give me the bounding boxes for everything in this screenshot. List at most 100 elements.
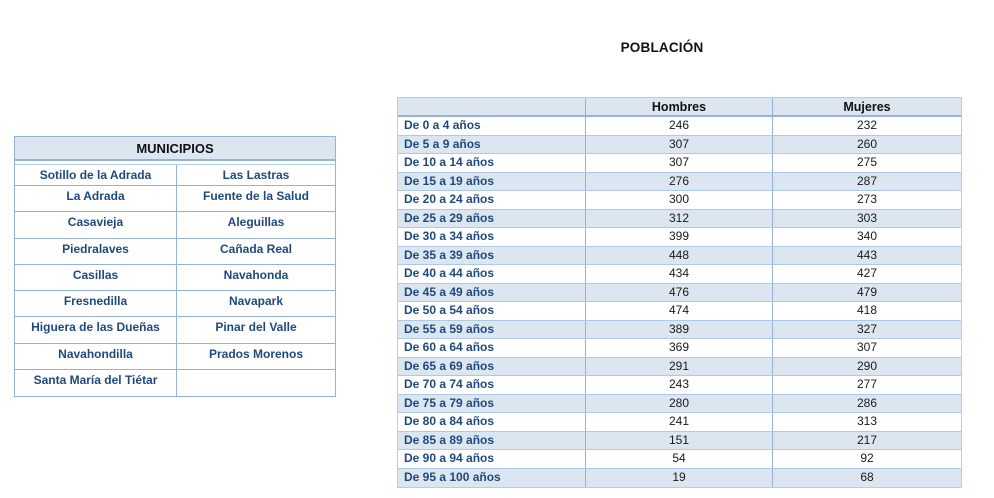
poblacion-row: De 50 a 54 años 474 418 <box>398 302 961 321</box>
mujeres-value-cell[interactable]: 427 <box>856 266 878 280</box>
hombres-value-cell[interactable]: 434 <box>586 265 773 283</box>
poblacion-table-body: De 0 a 4 años 246 232 De 5 a 9 años 307 260 De… <box>398 117 961 487</box>
age-group-cell[interactable]: De 20 a 24 años <box>398 191 586 209</box>
age-group-cell[interactable]: De 50 a 54 años <box>398 302 586 320</box>
age-group-cell[interactable]: De 0 a 4 años <box>398 117 586 135</box>
municipio-cell[interactable]: Casavieja <box>15 212 177 238</box>
hombres-value-cell[interactable]: 476 <box>586 283 773 301</box>
mujeres-value-cell[interactable]: 303 <box>856 210 878 225</box>
municipio-cell-empty[interactable] <box>177 370 335 396</box>
age-group-cell[interactable]: De 95 a 100 años <box>398 468 586 487</box>
mujeres-value-cell[interactable]: 418 <box>856 303 878 317</box>
age-group-cell[interactable]: De 55 a 59 años <box>398 320 586 338</box>
municipio-cell[interactable]: Navapark <box>228 294 284 308</box>
municipio-cell[interactable]: Las Lastras <box>222 168 290 182</box>
municipio-cell[interactable]: Casillas <box>15 264 177 290</box>
column-header-hombres[interactable]: Hombres <box>586 98 773 115</box>
municipio-cell[interactable]: Prados Morenos <box>208 346 304 361</box>
poblacion-row: De 45 a 49 años 476 479 <box>398 283 961 302</box>
hombres-value-cell[interactable]: 243 <box>586 376 773 394</box>
hombres-value-cell[interactable]: 19 <box>586 468 773 487</box>
mujeres-value-cell[interactable]: 327 <box>856 321 878 336</box>
poblacion-title: POBLACIÓN <box>620 40 704 55</box>
municipio-cell[interactable]: Aleguillas <box>227 215 285 230</box>
age-group-cell[interactable]: De 5 a 9 años <box>398 135 586 153</box>
municipio-row: Higuera de las Dueñas Pinar del Valle <box>15 317 335 344</box>
poblacion-row: De 70 a 74 años 243 277 <box>398 376 961 395</box>
mujeres-value-cell[interactable]: 290 <box>856 358 878 373</box>
age-group-cell[interactable]: De 30 a 34 años <box>398 228 586 246</box>
hombres-value-cell[interactable]: 389 <box>586 320 773 338</box>
hombres-value-cell[interactable]: 307 <box>586 135 773 153</box>
column-header-empty[interactable] <box>398 98 586 115</box>
mujeres-value-cell[interactable]: 340 <box>856 229 878 243</box>
age-group-cell[interactable]: De 85 a 89 años <box>398 431 586 449</box>
hombres-value-cell[interactable]: 291 <box>586 357 773 375</box>
municipio-cell[interactable]: Higuera de las Dueñas <box>15 317 177 343</box>
municipio-row: Piedralaves Cañada Real <box>15 238 335 265</box>
mujeres-value-cell[interactable]: 275 <box>856 155 878 169</box>
hombres-value-cell[interactable]: 369 <box>586 339 773 357</box>
poblacion-row: De 5 a 9 años 307 260 <box>398 135 961 154</box>
hombres-value-cell[interactable]: 448 <box>586 246 773 264</box>
age-group-cell[interactable]: De 70 a 74 años <box>398 376 586 394</box>
age-group-cell[interactable]: De 40 a 44 años <box>398 265 586 283</box>
municipio-cell[interactable]: Sotillo de la Adrada <box>15 165 177 185</box>
mujeres-value-cell[interactable]: 479 <box>856 284 878 299</box>
municipio-row: Casavieja Aleguillas <box>15 212 335 239</box>
hombres-value-cell[interactable]: 399 <box>586 228 773 246</box>
column-header-mujeres[interactable]: Mujeres <box>843 100 891 114</box>
poblacion-table-header-row: Hombres Mujeres <box>398 98 961 117</box>
hombres-value-cell[interactable]: 151 <box>586 431 773 449</box>
age-group-cell[interactable]: De 10 a 14 años <box>398 154 586 172</box>
hombres-value-cell[interactable]: 300 <box>586 191 773 209</box>
municipio-cell[interactable]: Navahondilla <box>15 343 177 369</box>
mujeres-value-cell[interactable]: 68 <box>860 469 874 484</box>
hombres-value-cell[interactable]: 276 <box>586 172 773 190</box>
mujeres-value-cell[interactable]: 287 <box>856 173 878 188</box>
age-group-cell[interactable]: De 60 a 64 años <box>398 339 586 357</box>
hombres-value-cell[interactable]: 312 <box>586 209 773 227</box>
municipio-cell[interactable]: Fresnedilla <box>15 291 177 317</box>
mujeres-value-cell[interactable]: 277 <box>856 377 878 391</box>
age-group-cell[interactable]: De 65 a 69 años <box>398 357 586 375</box>
age-group-cell[interactable]: De 90 a 94 años <box>398 450 586 468</box>
municipio-cell[interactable]: Pinar del Valle <box>215 320 297 335</box>
mujeres-value-cell[interactable]: 443 <box>856 247 878 262</box>
poblacion-row: De 75 a 79 años 280 286 <box>398 394 961 413</box>
hombres-value-cell[interactable]: 54 <box>586 450 773 468</box>
municipio-cell[interactable]: Fuente de la Salud <box>202 189 310 203</box>
mujeres-value-cell[interactable]: 286 <box>856 395 878 410</box>
municipio-cell[interactable]: Piedralaves <box>15 238 177 264</box>
poblacion-row: De 25 a 29 años 312 303 <box>398 209 961 228</box>
hombres-value-cell[interactable]: 280 <box>586 394 773 412</box>
mujeres-value-cell[interactable]: 307 <box>856 340 878 354</box>
municipio-cell[interactable]: Navahonda <box>223 267 289 282</box>
municipio-cell[interactable]: Santa María del Tiétar <box>15 369 177 396</box>
hombres-value-cell[interactable]: 474 <box>586 302 773 320</box>
age-group-cell[interactable]: De 35 a 39 años <box>398 246 586 264</box>
hombres-value-cell[interactable]: 246 <box>586 117 773 135</box>
mujeres-value-cell[interactable]: 273 <box>856 192 878 206</box>
mujeres-value-cell[interactable]: 92 <box>860 451 874 465</box>
hombres-value-cell[interactable]: 241 <box>586 413 773 431</box>
municipio-cell[interactable]: La Adrada <box>15 186 177 212</box>
municipio-row: Santa María del Tiétar <box>15 369 335 396</box>
poblacion-row: De 95 a 100 años 19 68 <box>398 468 961 487</box>
municipio-row: Fresnedilla Navapark <box>15 291 335 318</box>
age-group-cell[interactable]: De 25 a 29 años <box>398 209 586 227</box>
poblacion-row: De 35 a 39 años 448 443 <box>398 246 961 265</box>
municipio-row: Navahondilla Prados Morenos <box>15 343 335 370</box>
age-group-cell[interactable]: De 45 a 49 años <box>398 283 586 301</box>
mujeres-value-cell[interactable]: 313 <box>856 414 878 428</box>
hombres-value-cell[interactable]: 307 <box>586 154 773 172</box>
age-group-cell[interactable]: De 75 a 79 años <box>398 394 586 412</box>
municipio-cell[interactable]: Cañada Real <box>219 241 293 256</box>
mujeres-value-cell[interactable]: 232 <box>856 118 878 132</box>
mujeres-value-cell[interactable]: 217 <box>856 432 878 447</box>
age-group-cell[interactable]: De 15 a 19 años <box>398 172 586 190</box>
mujeres-value-cell[interactable]: 260 <box>856 136 878 151</box>
age-group-cell[interactable]: De 80 a 84 años <box>398 413 586 431</box>
municipios-table: MUNICIPIOS Sotillo de la Adrada Las Lastr… <box>14 136 336 397</box>
poblacion-row: De 65 a 69 años 291 290 <box>398 357 961 376</box>
